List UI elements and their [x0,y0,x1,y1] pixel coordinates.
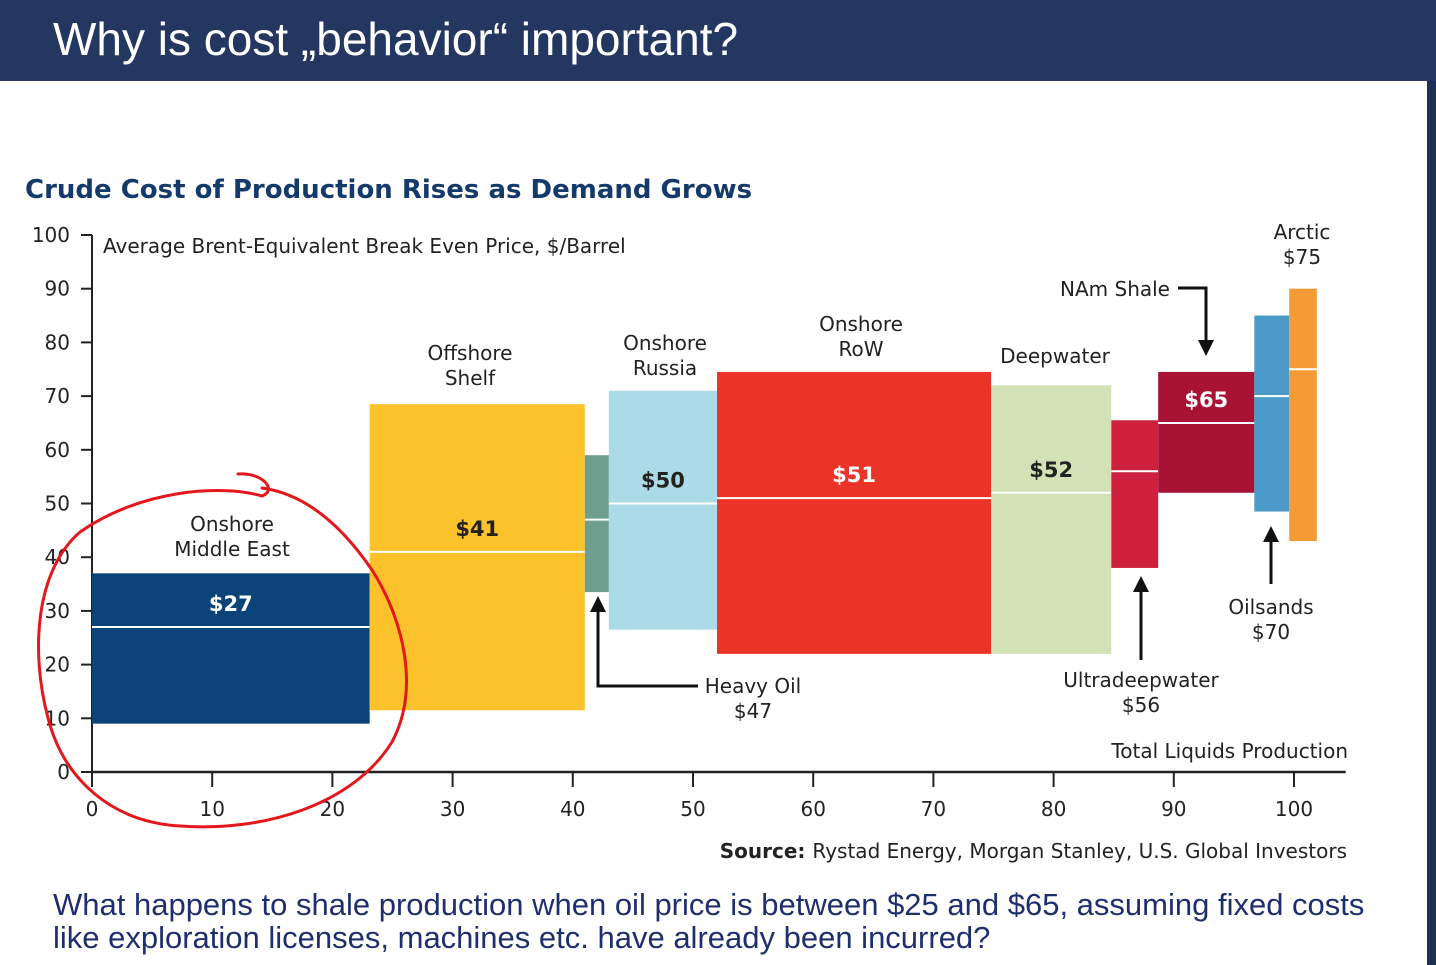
ultradeepwater-callout-arrowhead [1133,576,1149,592]
y-tick-label: 30 [45,599,70,623]
y-tick-label: 60 [45,438,70,462]
x-tick-label: 40 [560,797,585,821]
slide-question: What happens to shale production when oi… [53,887,1365,955]
x-tick-label: 60 [800,797,825,821]
y-tick-label: 70 [45,384,70,408]
category-label-onshore-row: Onshore [819,312,903,336]
category-label-heavy-oil: Heavy Oil [705,674,801,698]
bar-nam-shale [1158,371,1255,493]
slide-right-edge [1427,81,1436,965]
oilsands-callout-arrowhead [1263,526,1279,542]
category-label-ultradeepwater: $56 [1122,693,1160,717]
source-text: Rystad Energy, Morgan Stanley, U.S. Glob… [812,839,1347,863]
x-tick-label: 50 [680,797,705,821]
x-axis-label: Total Liquids Production [1110,739,1348,763]
y-tick-label: 0 [57,760,70,784]
bar-heavy-oil [584,455,609,593]
category-label-onshore-russia: Russia [633,356,697,380]
category-label-deepwater: Deepwater [1000,344,1110,368]
bar-onshore-russia [608,390,718,630]
y-axis-label: Average Brent-Equivalent Break Even Pric… [103,234,626,258]
x-tick-label: 70 [921,797,946,821]
source-prefix: Source: [720,839,813,863]
x-tick-label: 10 [199,797,224,821]
hand-drawn-circle-annotation [37,472,408,829]
slide-title-bar: Why is cost „behavior“ important? [0,0,1436,81]
y-tick-label: 80 [45,330,70,354]
slide-title: Why is cost „behavior“ important? [53,13,739,65]
x-tick-label: 100 [1275,797,1313,821]
category-label-offshore-shelf: Shelf [445,366,496,390]
y-tick-label: 50 [45,492,70,516]
value-label-nam-shale: $65 [1184,388,1228,412]
x-tick-label: 0 [86,797,99,821]
value-label-onshore-middle-east: $27 [209,592,253,616]
value-label-offshore-shelf: $41 [455,517,499,541]
heavy-oil-callout-arrowhead [590,596,606,612]
y-tick-label: 90 [45,277,70,301]
category-label-arctic: $75 [1283,245,1321,269]
chart-title: Crude Cost of Production Rises as Demand… [25,175,752,205]
category-label-onshore-middle-east: Middle East [174,537,290,561]
bar-offshore-shelf [369,404,585,711]
heavy-oil-callout-line [596,612,698,688]
category-label-arctic: Arctic [1274,220,1331,244]
category-label-onshore-row: RoW [838,337,883,361]
category-label-onshore-russia: Onshore [623,331,707,355]
nam-shale-callout-arrowhead [1198,340,1214,356]
category-label-onshore-middle-east: Onshore [190,512,274,536]
value-label-onshore-russia: $50 [641,469,685,493]
y-tick-label: 20 [45,653,70,677]
category-label-heavy-oil: $47 [734,699,772,723]
value-label-deepwater: $52 [1029,458,1073,482]
bar-arctic [1289,288,1317,542]
x-tick-label: 80 [1041,797,1066,821]
x-tick-label: 90 [1161,797,1186,821]
bar-deepwater [991,385,1112,654]
category-label-ultradeepwater: Ultradeepwater [1063,668,1219,692]
category-label-oilsands: Oilsands [1228,595,1313,619]
nam-shale-callout-line [1178,286,1208,340]
category-label-oilsands: $70 [1252,620,1290,644]
category-label-nam-shale: NAm Shale [1060,277,1170,301]
value-label-onshore-row: $51 [832,463,876,487]
bar-oilsands [1254,315,1290,512]
source-line: Source: Rystad Energy, Morgan Stanley, U… [720,839,1347,863]
bar-onshore-middle-east [92,573,370,724]
x-tick-label: 30 [440,797,465,821]
bar-onshore-row [717,371,992,654]
category-label-offshore-shelf: Offshore [428,341,513,365]
bar-ultradeepwater [1111,420,1159,568]
y-tick-label: 100 [32,223,70,247]
